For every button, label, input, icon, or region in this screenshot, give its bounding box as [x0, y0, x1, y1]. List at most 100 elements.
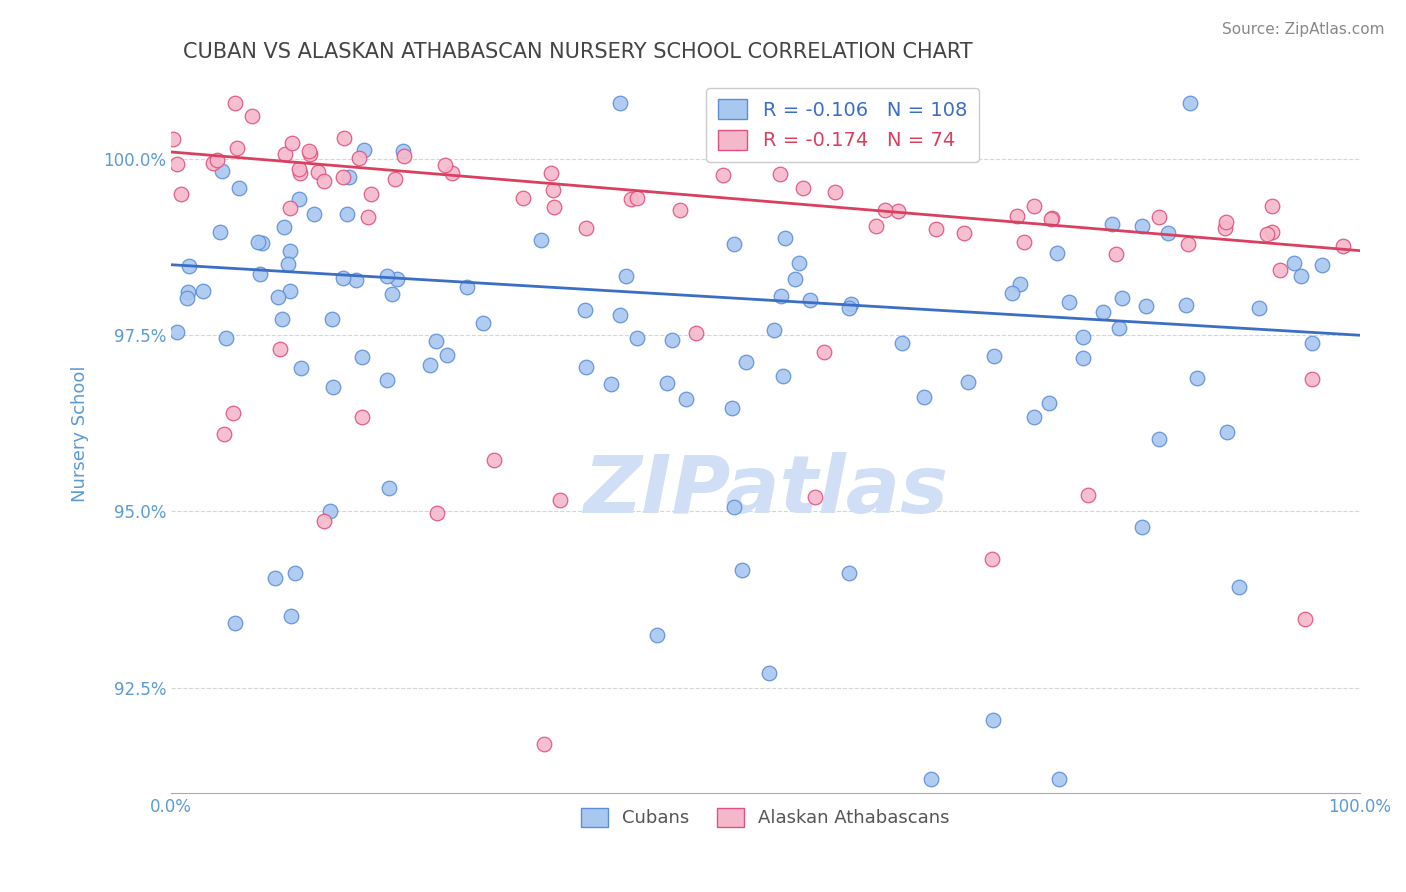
Point [312, 174, 335, 188]
Point [1215, 425, 1237, 439]
Point [205, 153, 228, 168]
Point [377, 481, 399, 495]
Point [875, 202, 897, 217]
Point [360, 186, 382, 201]
Point [249, 267, 271, 281]
Point [763, 323, 786, 337]
Point [273, 220, 295, 235]
Point [471, 316, 494, 330]
Point [419, 358, 441, 372]
Point [290, 361, 312, 376]
Legend: Cubans, Alaskan Athabascans: Cubans, Alaskan Athabascans [574, 801, 957, 835]
Point [574, 302, 596, 317]
Point [1261, 199, 1284, 213]
Point [1270, 263, 1292, 277]
Point [250, 235, 273, 250]
Point [669, 203, 692, 218]
Point [803, 490, 825, 504]
Point [375, 269, 398, 284]
Point [1331, 239, 1354, 253]
Point [1310, 258, 1333, 272]
Point [1256, 227, 1278, 242]
Point [1215, 215, 1237, 229]
Point [302, 207, 325, 221]
Point [211, 164, 233, 178]
Point [720, 401, 742, 415]
Point [274, 146, 297, 161]
Point [166, 156, 188, 170]
Point [912, 390, 935, 404]
Point [1010, 277, 1032, 291]
Point [392, 149, 415, 163]
Point [575, 220, 598, 235]
Point [981, 552, 1004, 566]
Point [179, 260, 201, 274]
Point [614, 268, 637, 283]
Point [1175, 297, 1198, 311]
Point [1071, 330, 1094, 344]
Point [1047, 772, 1070, 787]
Text: CUBAN VS ALASKAN ATHABASCAN NURSERY SCHOOL CORRELATION CHART: CUBAN VS ALASKAN ATHABASCAN NURSERY SCHO… [183, 42, 973, 62]
Point [337, 169, 360, 184]
Point [284, 566, 307, 580]
Point [425, 334, 447, 348]
Point [384, 172, 406, 186]
Point [312, 515, 335, 529]
Point [280, 609, 302, 624]
Point [1024, 410, 1046, 425]
Point [1149, 432, 1171, 446]
Point [321, 311, 343, 326]
Point [543, 200, 565, 214]
Point [758, 666, 780, 681]
Point [307, 165, 329, 179]
Point [375, 373, 398, 387]
Point [177, 285, 200, 300]
Point [1111, 291, 1133, 305]
Text: ZIPatlas: ZIPatlas [582, 452, 948, 531]
Point [1007, 209, 1029, 223]
Point [1178, 95, 1201, 110]
Point [332, 170, 354, 185]
Point [1249, 301, 1271, 316]
Point [1101, 217, 1123, 231]
Point [609, 95, 631, 110]
Point [1108, 321, 1130, 335]
Point [626, 191, 648, 205]
Point [541, 183, 564, 197]
Point [433, 158, 456, 172]
Point [1038, 396, 1060, 410]
Point [352, 410, 374, 425]
Point [799, 293, 821, 307]
Point [226, 141, 249, 155]
Point [269, 343, 291, 357]
Point [298, 147, 321, 161]
Point [1289, 269, 1312, 284]
Point [1213, 220, 1236, 235]
Point [891, 335, 914, 350]
Point [246, 235, 269, 250]
Point [723, 237, 745, 252]
Y-axis label: Nursery School: Nursery School [72, 366, 89, 502]
Point [1105, 247, 1128, 261]
Point [626, 331, 648, 345]
Point [925, 222, 948, 236]
Point [288, 192, 311, 206]
Point [344, 273, 367, 287]
Point [787, 255, 810, 269]
Point [426, 506, 449, 520]
Point [713, 168, 735, 182]
Point [385, 272, 408, 286]
Point [838, 566, 860, 580]
Point [575, 359, 598, 374]
Point [224, 95, 246, 110]
Text: Source: ZipAtlas.com: Source: ZipAtlas.com [1222, 22, 1385, 37]
Point [957, 375, 980, 389]
Point [769, 289, 792, 303]
Point [356, 211, 378, 225]
Point [600, 377, 623, 392]
Point [1227, 580, 1250, 594]
Point [202, 155, 225, 169]
Point [1130, 520, 1153, 534]
Point [353, 143, 375, 157]
Point [1092, 304, 1115, 318]
